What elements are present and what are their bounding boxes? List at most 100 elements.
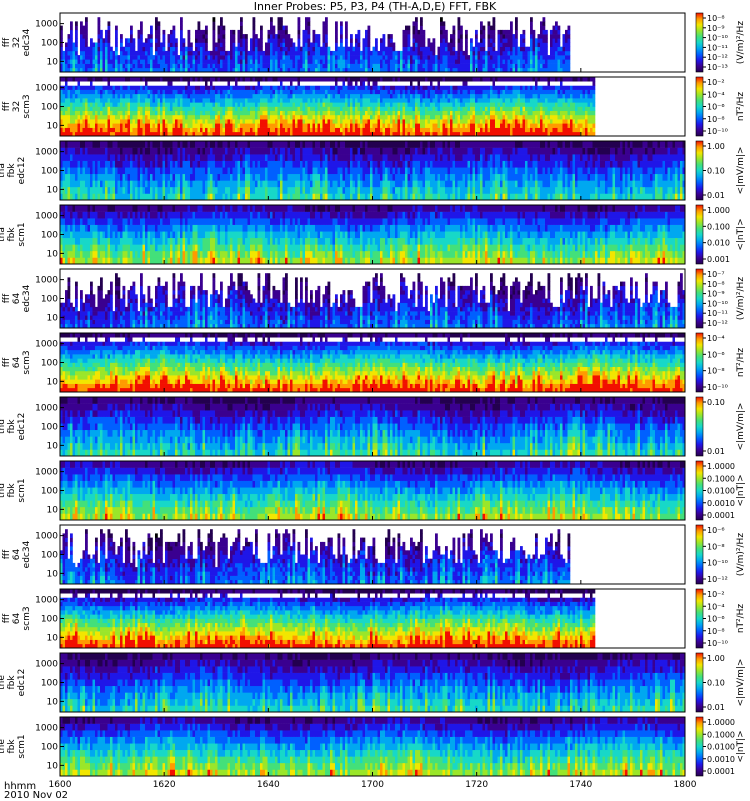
- spectrogram-cell: [570, 128, 573, 133]
- spectrogram-cell: [83, 85, 86, 90]
- spectrogram-cell: [520, 55, 523, 60]
- spectrogram-cell: [285, 34, 288, 39]
- spectrogram-cell: [110, 85, 113, 90]
- spectrogram-cell: [548, 90, 551, 95]
- spectrogram-cell: [323, 21, 326, 26]
- spectrogram-cell: [493, 128, 496, 133]
- spectrogram-cell: [93, 85, 96, 90]
- spectrogram-cell: [375, 94, 378, 99]
- spectrogram-cell: [293, 119, 296, 124]
- spectrogram-cell: [450, 107, 453, 112]
- spectrogram-cell: [375, 111, 378, 116]
- spectrogram-cell: [503, 38, 506, 43]
- spectrogram-cell: [405, 43, 408, 48]
- spectrogram-cell: [470, 81, 473, 86]
- spectrogram-cell: [118, 107, 121, 112]
- spectrogram-cell: [363, 107, 366, 112]
- spectrogram-cell: [308, 64, 311, 69]
- spectrogram-cell: [110, 94, 113, 99]
- spectrogram-cell: [63, 81, 66, 86]
- spectrogram-cell: [260, 51, 263, 56]
- spectrogram-cell: [118, 55, 121, 60]
- spectrogram-cell: [540, 34, 543, 39]
- spectrogram-cell: [433, 64, 436, 69]
- spectrogram-cell: [340, 77, 343, 82]
- spectrogram-cell: [543, 123, 546, 128]
- spectrogram-cell: [468, 98, 471, 103]
- spectrogram-cell: [328, 90, 331, 95]
- spectrogram-cell: [263, 81, 266, 86]
- spectrogram-cell: [505, 64, 508, 69]
- spectrogram-cell: [253, 55, 256, 60]
- spectrogram-cell: [275, 107, 278, 112]
- spectrogram-cell: [378, 119, 381, 124]
- spectrogram-cell: [213, 94, 216, 99]
- spectrogram-cell: [478, 90, 481, 95]
- spectrogram-cell: [540, 77, 543, 82]
- spectrogram-cell: [150, 30, 153, 35]
- spectrogram-cell: [285, 64, 288, 69]
- spectrogram-cell: [500, 98, 503, 103]
- spectrogram-cell: [153, 98, 156, 103]
- spectrogram-cell: [118, 111, 121, 116]
- spectrogram-cell: [260, 102, 263, 107]
- spectrogram-cell: [158, 123, 161, 128]
- spectrogram-cell: [373, 107, 376, 112]
- spectrogram-cell: [578, 107, 581, 112]
- spectrogram-cell: [458, 81, 461, 86]
- spectrogram-cell: [570, 107, 573, 112]
- spectrogram-cell: [68, 64, 71, 69]
- spectrogram-cell: [283, 98, 286, 103]
- spectrogram-cell: [113, 128, 116, 133]
- spectrogram-cell: [423, 30, 426, 35]
- colorbar: [696, 77, 703, 136]
- spectrogram-cell: [303, 55, 306, 60]
- spectrogram-cell: [543, 90, 546, 95]
- spectrogram-cell: [430, 43, 433, 48]
- spectrogram-cell: [278, 94, 281, 99]
- spectrogram-cell: [500, 34, 503, 39]
- spectrogram-cell: [85, 141, 88, 148]
- spectrogram-cell: [388, 55, 391, 60]
- spectrogram-cell: [433, 51, 436, 56]
- spectrogram-cell: [510, 64, 513, 69]
- spectrogram-cell: [385, 119, 388, 124]
- spectrogram-cell: [520, 107, 523, 112]
- spectrogram-cell: [295, 85, 298, 90]
- spectrogram-cell: [478, 111, 481, 116]
- spectrogram-cell: [65, 148, 68, 155]
- spectrogram-cell: [75, 43, 78, 48]
- spectrogram-cell: [538, 51, 541, 56]
- spectrogram-cell: [500, 43, 503, 48]
- spectrogram-cell: [373, 85, 376, 90]
- spectrogram-cell: [70, 90, 73, 95]
- spectrogram-cell: [100, 115, 103, 120]
- spectrogram-cell: [418, 128, 421, 133]
- spectrogram-cell: [545, 51, 548, 56]
- spectrogram-cell: [218, 26, 221, 31]
- spectrogram-cell: [155, 94, 158, 99]
- spectrogram-cell: [188, 51, 191, 56]
- spectrogram-cell: [113, 98, 116, 103]
- spectrogram-cell: [240, 77, 243, 82]
- spectrogram-cell: [170, 47, 173, 52]
- spectrogram-cell: [70, 43, 73, 48]
- spectrogram-cell: [563, 98, 566, 103]
- spectrogram-cell: [178, 107, 181, 112]
- spectrogram-cell: [423, 77, 426, 82]
- spectrogram-cell: [485, 128, 488, 133]
- spectrogram-cell: [573, 94, 576, 99]
- spectrogram-cell: [510, 21, 513, 26]
- spectrogram-cell: [395, 55, 398, 60]
- spectrogram-cell: [73, 161, 76, 168]
- spectrogram-cell: [65, 161, 68, 168]
- spectrogram-cell: [523, 85, 526, 90]
- spectrogram-cell: [340, 115, 343, 120]
- spectrogram-cell: [285, 119, 288, 124]
- spectrogram-cell: [470, 55, 473, 60]
- spectrogram-cell: [490, 128, 493, 133]
- spectrogram-cell: [158, 64, 161, 69]
- spectrogram-cell: [413, 51, 416, 56]
- spectrogram-cell: [210, 59, 213, 64]
- spectrogram-cell: [420, 26, 423, 31]
